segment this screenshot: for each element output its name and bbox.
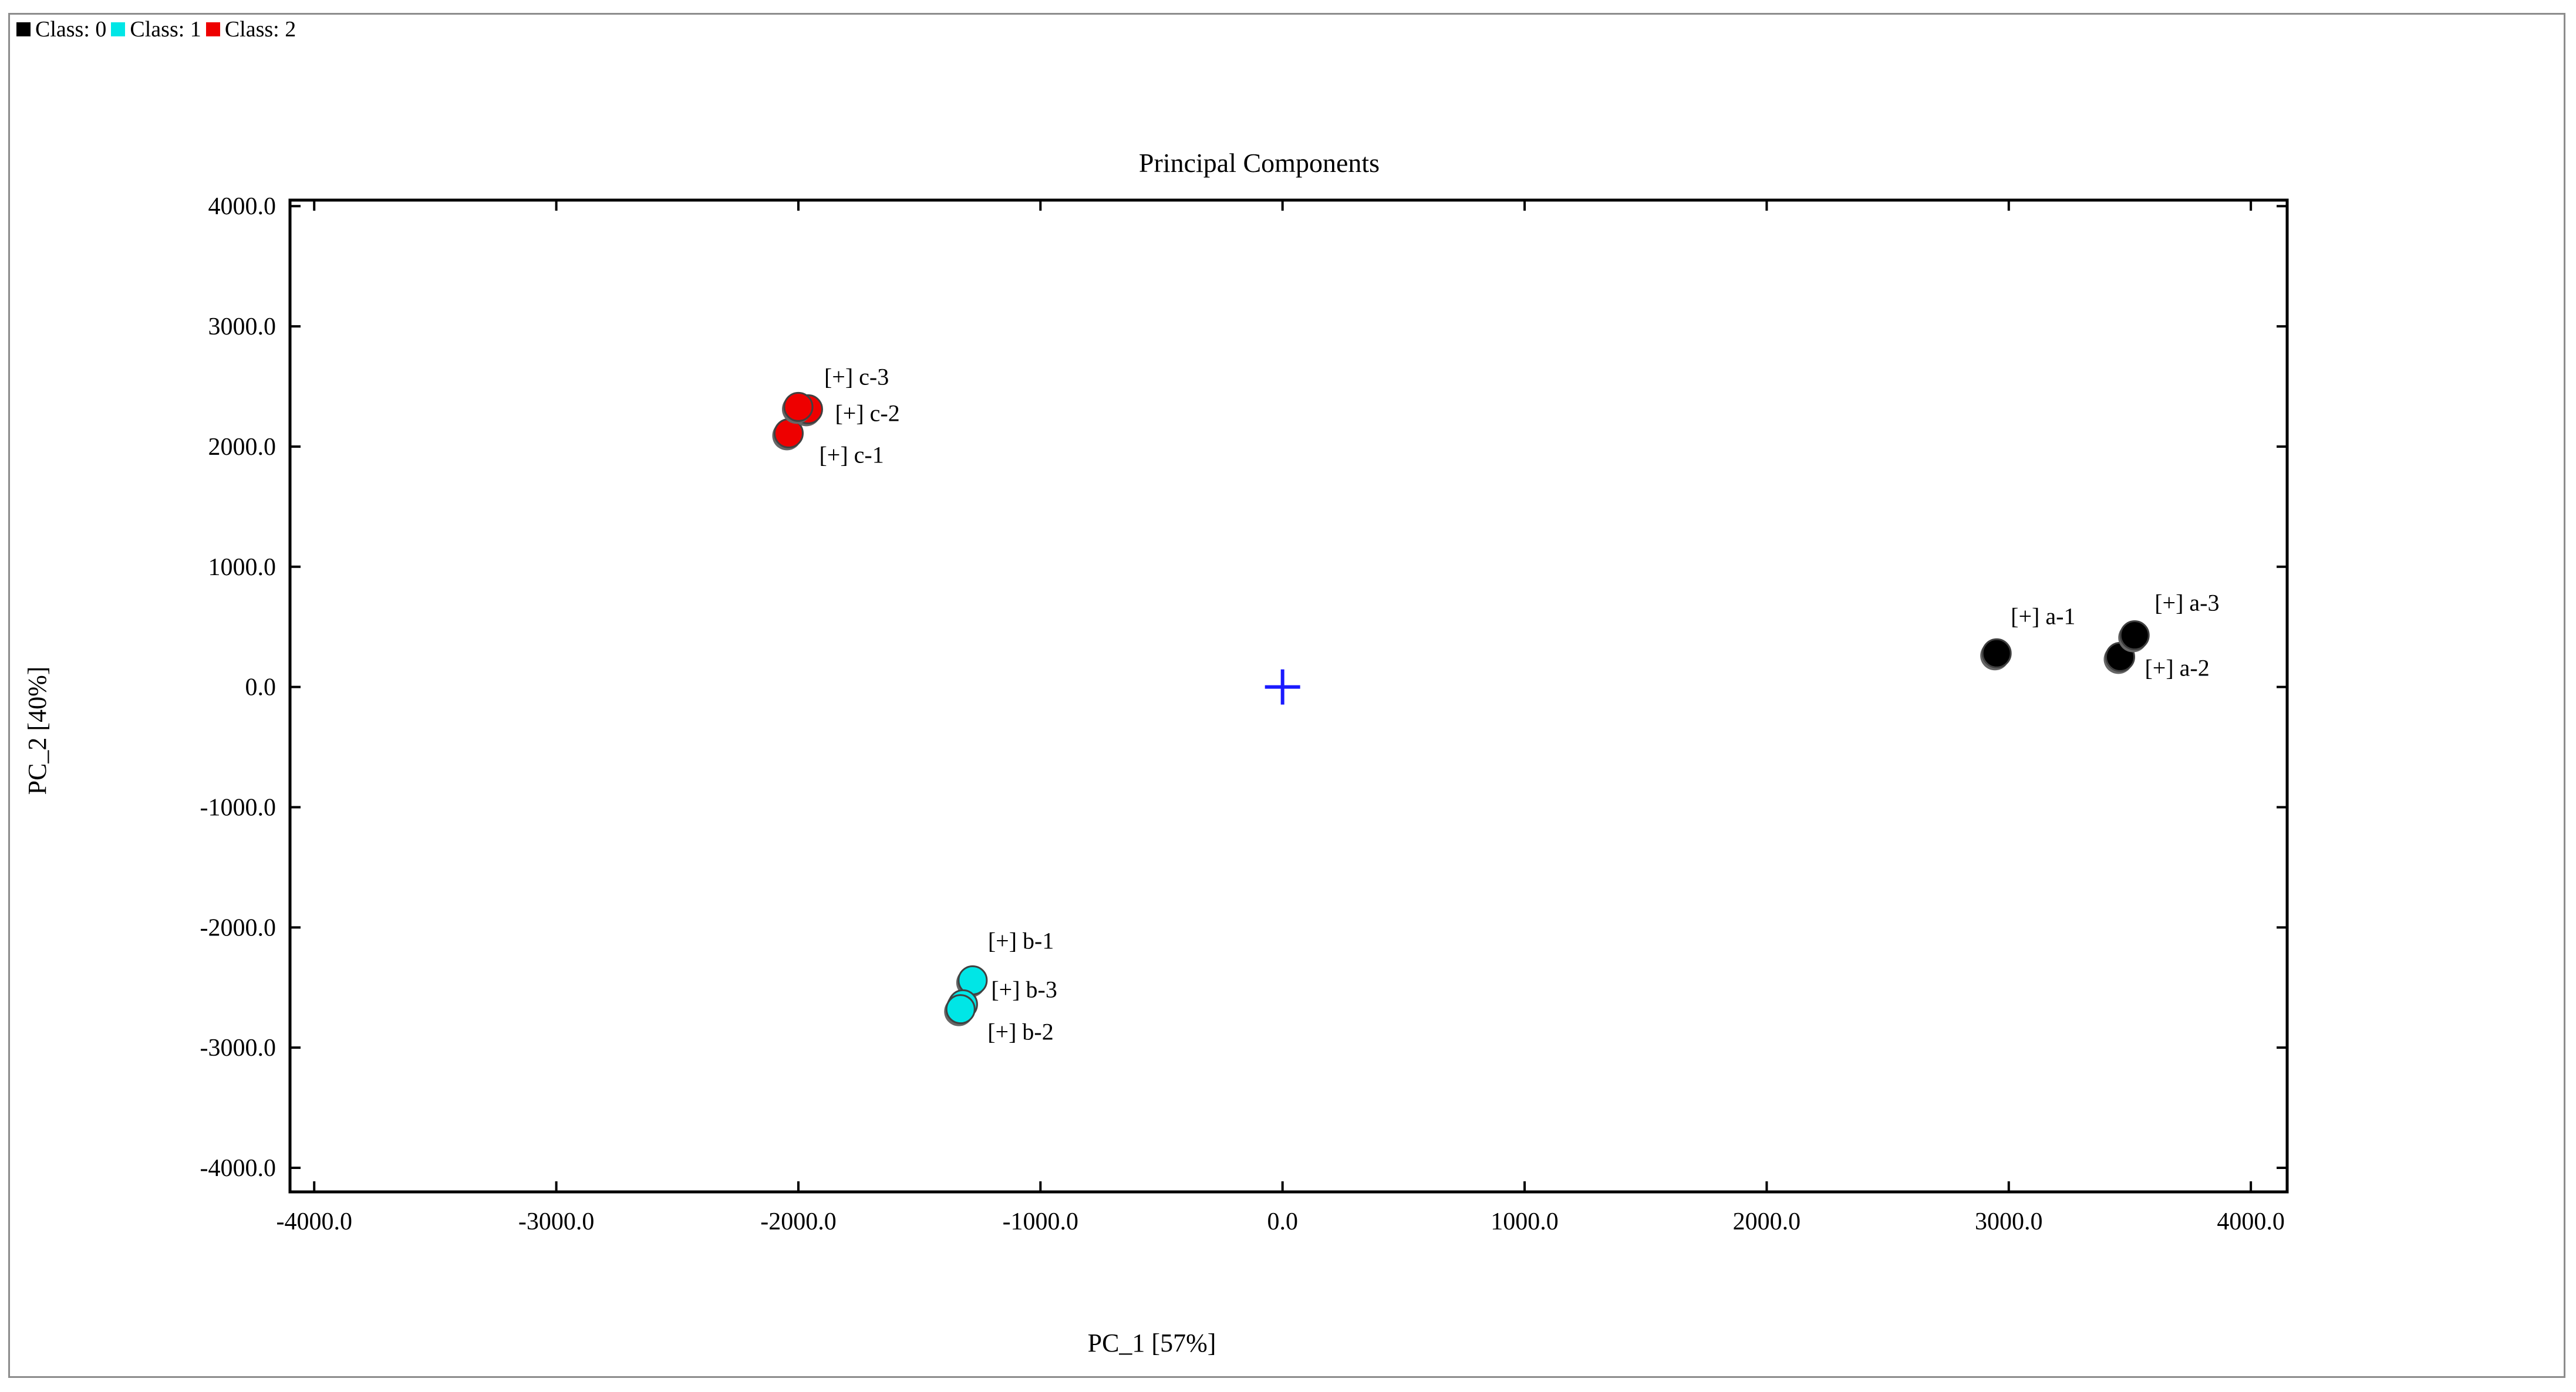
x-tick-label: -4000.0 [276, 1208, 352, 1235]
data-point [1981, 638, 2012, 668]
legend-label-class-0: Class: 0 [35, 17, 107, 42]
data-point-label: [+] a-3 [2154, 590, 2219, 616]
origin-marker [1265, 669, 1300, 705]
x-tick-label: 4000.0 [2217, 1208, 2285, 1235]
data-point [783, 391, 814, 422]
data-points [772, 391, 2150, 1026]
legend-item-class-0: Class: 0 [16, 16, 106, 42]
y-axis-label: PC_2 [40%] [23, 667, 52, 795]
data-point-label: [+] b-3 [991, 976, 1057, 1002]
y-tick-label: 2000.0 [208, 434, 277, 461]
data-point-label: [+] b-2 [987, 1019, 1054, 1045]
axis-tick-labels: -4000.0 -3000.0 -2000.0 -1000.0 0.0 1000.0 200… [200, 193, 2285, 1235]
data-point-label: [+] b-1 [988, 927, 1054, 954]
data-point-label: [+] a-2 [2145, 654, 2209, 681]
y-tick-label: 3000.0 [208, 313, 277, 340]
data-point [2119, 620, 2150, 651]
y-tick-label: -1000.0 [200, 794, 277, 821]
x-tick-label: 1000.0 [1491, 1208, 1559, 1235]
data-point [945, 994, 976, 1025]
legend-item-class-2: Class: 2 [205, 16, 296, 42]
legend-label-class-1: Class: 1 [130, 17, 201, 42]
data-point-label: [+] a-1 [2011, 603, 2075, 629]
y-tick-label: 1000.0 [208, 554, 277, 581]
y-tick-label: 4000.0 [208, 193, 277, 220]
plot-area [288, 198, 2289, 1194]
data-point-label: [+] c-1 [819, 441, 884, 468]
y-tick-label: -3000.0 [200, 1035, 277, 1062]
x-axis-label: PC_1 [57%] [1088, 1329, 1216, 1357]
y-tick-label: -4000.0 [200, 1155, 277, 1182]
data-point-label: [+] c-3 [824, 363, 889, 390]
axis-ticks [290, 200, 2287, 1192]
chart-title: Principal Components [1139, 148, 1380, 178]
legend-item-class-1: Class: 1 [111, 16, 201, 42]
x-tick-label: 3000.0 [1975, 1208, 2043, 1235]
y-tick-label: -2000.0 [200, 914, 277, 941]
x-tick-label: 2000.0 [1733, 1208, 1801, 1235]
legend-swatch-class-0 [16, 22, 31, 36]
chart-frame [8, 13, 2565, 1378]
x-tick-label: -1000.0 [1003, 1208, 1079, 1235]
legend-swatch-class-1 [111, 22, 126, 36]
data-point-labels: [+] a-1 [+] a-2 [+] a-3 [+] b-1 [+] b-3 [+] b… [819, 363, 2219, 1045]
legend: Class: 0 Class: 1 Class: 2 [16, 16, 301, 42]
x-tick-label: 0.0 [1267, 1208, 1298, 1235]
legend-label-class-2: Class: 2 [224, 17, 296, 42]
data-point-label: [+] c-2 [835, 400, 899, 426]
legend-swatch-class-2 [205, 22, 220, 36]
y-tick-label: 0.0 [245, 674, 277, 701]
x-tick-label: -3000.0 [518, 1208, 595, 1235]
x-tick-label: -2000.0 [760, 1208, 837, 1235]
